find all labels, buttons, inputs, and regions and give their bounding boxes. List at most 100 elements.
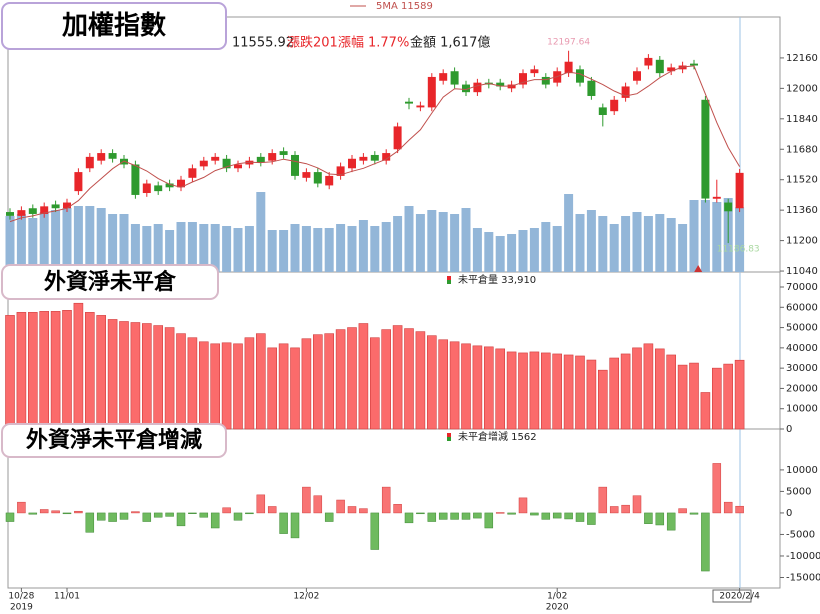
- quote-pct: 1.77%: [368, 36, 409, 51]
- candle-body: [496, 82, 505, 87]
- volume-bar: [256, 192, 266, 272]
- candle-body: [644, 57, 653, 66]
- candle-body: [530, 69, 539, 74]
- oi-bar: [16, 312, 27, 430]
- volume-bar: [244, 226, 254, 272]
- change-bar: [347, 506, 357, 514]
- candle-body: [313, 172, 322, 184]
- oi-bar: [392, 325, 403, 430]
- change-bar: [427, 512, 437, 522]
- change-bar: [404, 512, 414, 524]
- candle-body: [17, 210, 26, 216]
- candle-body: [359, 156, 368, 161]
- legend-label: 未平倉增減 1562: [458, 430, 537, 443]
- oi-bar: [5, 315, 15, 430]
- change-bar: [507, 512, 516, 515]
- x-tick-label: 10/28: [8, 592, 34, 602]
- oi-bar: [199, 341, 209, 430]
- oi-bar: [164, 327, 175, 430]
- change-bar: [85, 512, 95, 533]
- candle-body: [279, 151, 288, 155]
- y-tick-label: 11840: [786, 114, 818, 125]
- candle-body: [439, 73, 448, 81]
- y-tick-label: 11680: [786, 144, 818, 155]
- oi-bar: [233, 343, 243, 430]
- volume-bar: [427, 210, 437, 272]
- oi-bar: [210, 343, 220, 430]
- volume-bar: [495, 236, 505, 272]
- oi-bar: [597, 369, 608, 430]
- volume-bar: [507, 234, 517, 272]
- candle-body: [621, 86, 630, 98]
- x-tick-label: 12/02: [293, 592, 319, 602]
- oi-bar: [107, 319, 118, 430]
- candle-body: [97, 153, 106, 161]
- volume-bar: [51, 210, 61, 272]
- change-bar: [450, 512, 459, 520]
- oi-bar: [404, 328, 414, 430]
- volume-bar: [62, 208, 72, 272]
- y-tick-label: 0: [786, 424, 792, 435]
- volume-bar: [564, 194, 574, 272]
- change-bar: [74, 510, 83, 514]
- volume-bar: [689, 200, 699, 272]
- panel-title: 外資淨未平倉: [44, 269, 177, 295]
- change-bar: [473, 512, 482, 519]
- x-tick-label: 1/02: [547, 592, 567, 602]
- change-bar: [723, 501, 733, 514]
- volume-bar: [73, 206, 83, 272]
- candle-body: [405, 101, 413, 104]
- candle-body: [199, 160, 208, 167]
- candle-body: [131, 164, 140, 195]
- candle-body: [74, 172, 83, 192]
- oi-bar: [39, 311, 50, 430]
- title-box: [1, 423, 227, 458]
- change-bar: [416, 512, 425, 515]
- volume-bar: [632, 212, 642, 272]
- oi-bar: [620, 353, 631, 430]
- x-tick-label: 11/01: [54, 592, 80, 602]
- volume-bar: [28, 218, 38, 272]
- oi-bar: [244, 337, 255, 430]
- oi-bar: [347, 327, 357, 430]
- change-bar: [302, 486, 311, 514]
- change-bar: [393, 504, 402, 514]
- candle-body: [690, 63, 698, 66]
- volume-bar: [484, 232, 494, 272]
- oi-bar: [369, 337, 380, 430]
- title-box: [1, 264, 219, 300]
- volume-bar: [381, 222, 391, 272]
- volume-bar: [39, 212, 49, 272]
- volume-bar: [267, 230, 277, 272]
- volume-bar: [609, 224, 619, 272]
- change-bar: [735, 505, 744, 514]
- oi-bar: [472, 345, 483, 430]
- candle-body: [211, 156, 220, 161]
- volume-bar: [130, 224, 140, 272]
- oi-bar: [415, 331, 426, 430]
- oi-bar: [632, 347, 642, 430]
- candle-body: [325, 175, 334, 186]
- candle-body: [336, 166, 345, 176]
- candle-body: [701, 99, 710, 199]
- oi-bar: [666, 354, 677, 430]
- ma-line: [9, 65, 741, 223]
- volume-bar: [393, 216, 403, 272]
- volume-bar: [370, 226, 380, 272]
- volume-bar: [165, 230, 175, 272]
- volume-bar: [108, 214, 118, 272]
- annotation: 12197.64: [547, 37, 590, 47]
- change-bar: [290, 512, 300, 539]
- panel-title: 加權指數: [62, 11, 166, 41]
- annotation: 11186.83: [717, 245, 760, 255]
- candle-body: [154, 185, 163, 192]
- volume-bar: [5, 216, 15, 272]
- oi-bar: [27, 312, 38, 430]
- candle-body: [177, 179, 185, 188]
- oi-bar: [552, 353, 563, 430]
- candle-body: [382, 153, 391, 161]
- volume-bar: [336, 224, 346, 272]
- volume-bar: [187, 222, 197, 272]
- change-bar: [598, 486, 608, 514]
